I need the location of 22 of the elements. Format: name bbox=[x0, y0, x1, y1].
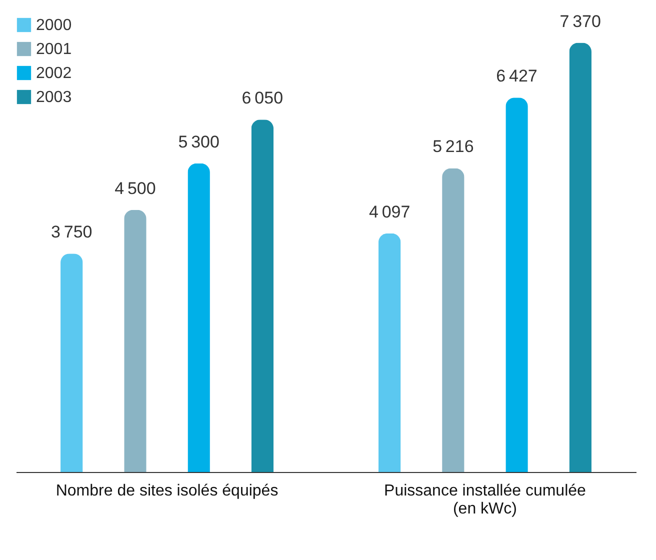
legend-label: 2003 bbox=[36, 89, 72, 106]
bar bbox=[188, 163, 210, 472]
data-label: 4 097 bbox=[368, 202, 410, 222]
x-tick-label: Nombre de sites isolés équipés bbox=[56, 482, 278, 500]
data-label: 6 427 bbox=[496, 66, 538, 86]
legend-label: 2000 bbox=[36, 17, 72, 34]
data-label: 4 500 bbox=[114, 178, 156, 198]
bar bbox=[124, 210, 146, 472]
bar bbox=[251, 120, 274, 472]
legend-label: 2002 bbox=[36, 65, 72, 82]
bar bbox=[569, 42, 592, 472]
bar bbox=[506, 98, 528, 472]
bar bbox=[60, 254, 83, 472]
bar bbox=[378, 233, 401, 472]
data-label: 5 216 bbox=[432, 137, 474, 156]
data-label: 7 370 bbox=[560, 12, 601, 31]
data-label: 3 750 bbox=[51, 222, 92, 242]
data-label: 6 050 bbox=[242, 88, 284, 108]
x-tick-label: Puissance installée cumulée (en kWc) bbox=[384, 482, 586, 518]
legend-label: 2001 bbox=[36, 41, 72, 58]
bar bbox=[442, 168, 464, 472]
data-label: 5 300 bbox=[178, 132, 220, 152]
